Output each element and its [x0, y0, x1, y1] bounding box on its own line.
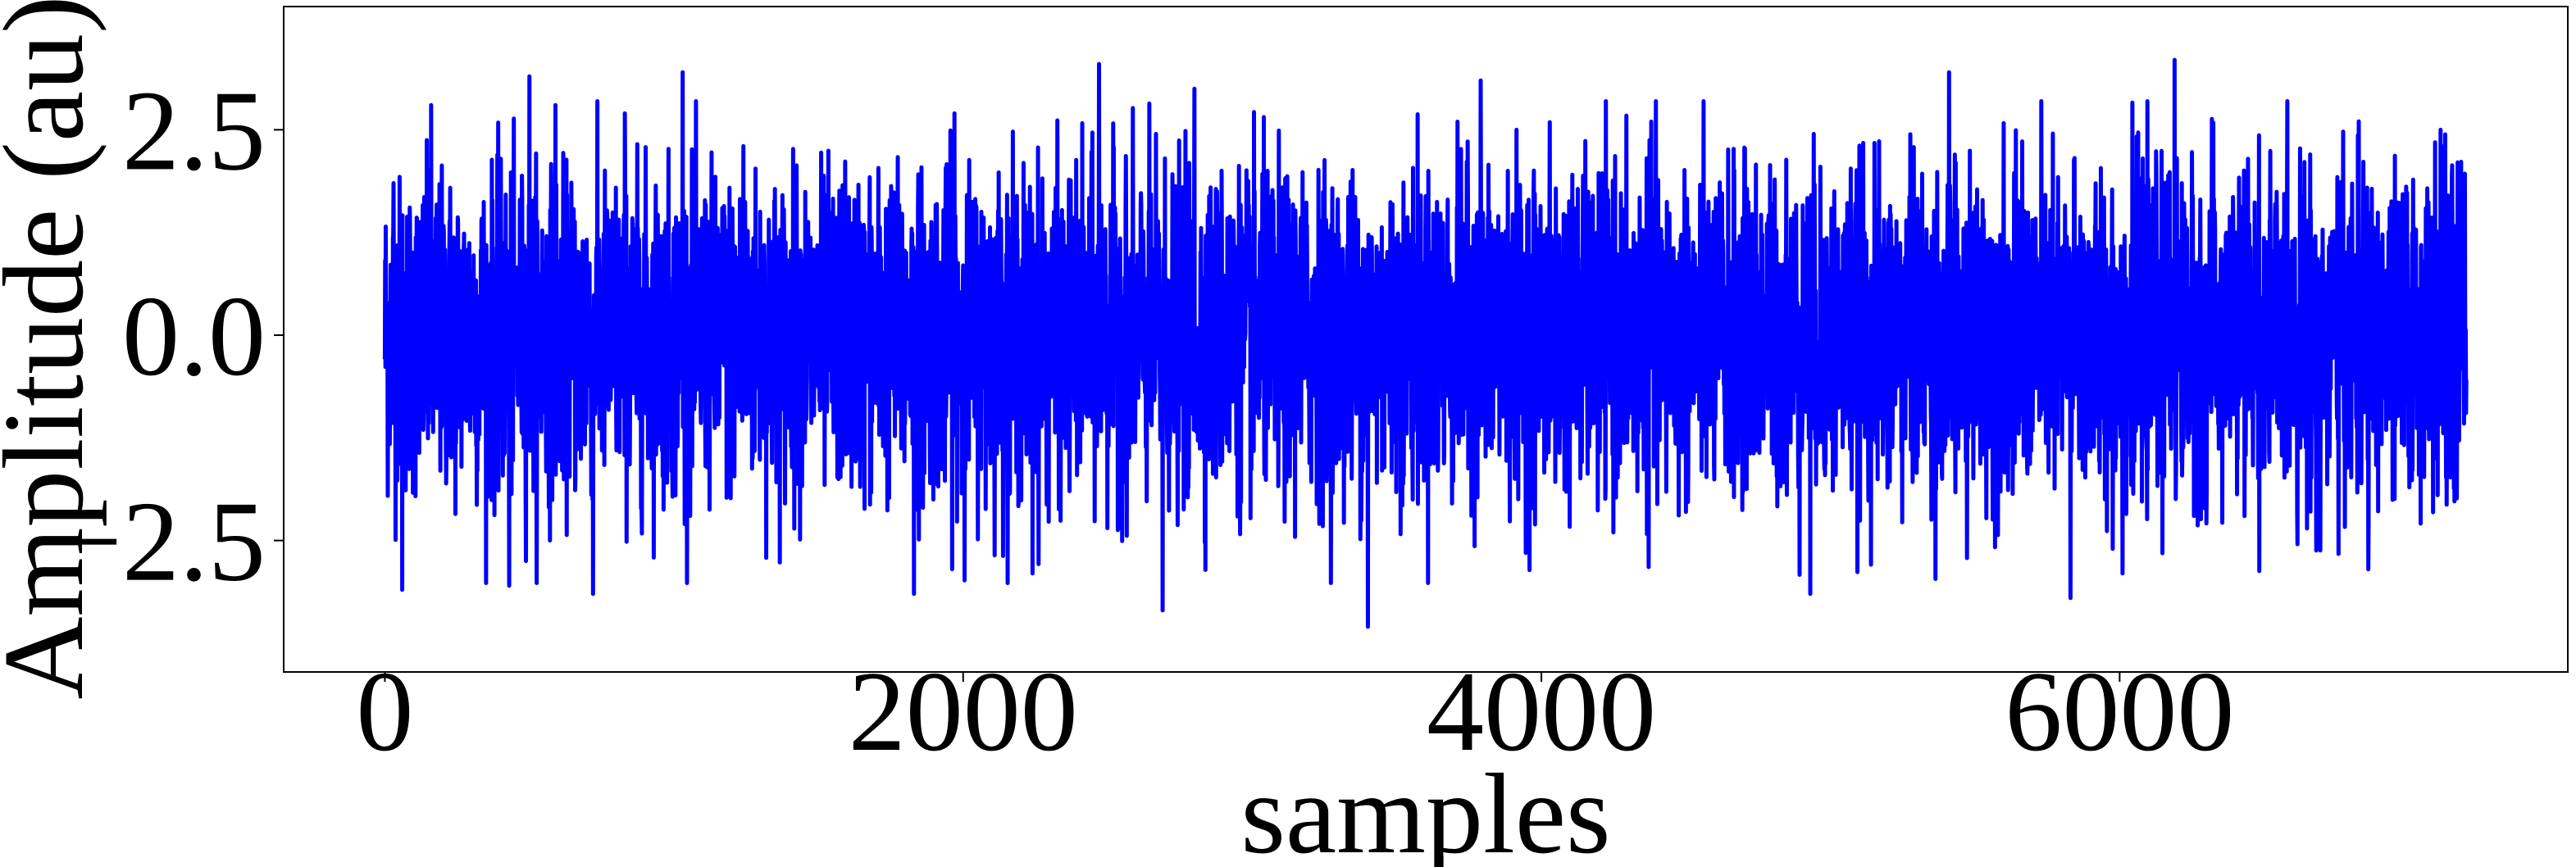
y-tick-label: −2.5 [57, 479, 266, 606]
x-axis-label: samples [1240, 751, 1610, 867]
plot-area-frame [283, 6, 2569, 673]
series-line [382, 57, 2469, 629]
x-axis: 0 2000 4000 6000 [356, 648, 2234, 775]
x-tick-label: 0 [356, 648, 413, 775]
x-tick-label: 2000 [849, 648, 1078, 775]
x-tick-label: 6000 [2005, 648, 2234, 775]
x-tick-label: 4000 [1427, 648, 1656, 775]
y-tick-label: 2.5 [122, 67, 266, 194]
y-axis-label: Amplitude (au) [0, 0, 107, 700]
y-axis: 2.5 0.0 −2.5 [57, 67, 284, 606]
y-tick-label: 0.0 [122, 273, 266, 400]
series-layer [382, 57, 2469, 629]
